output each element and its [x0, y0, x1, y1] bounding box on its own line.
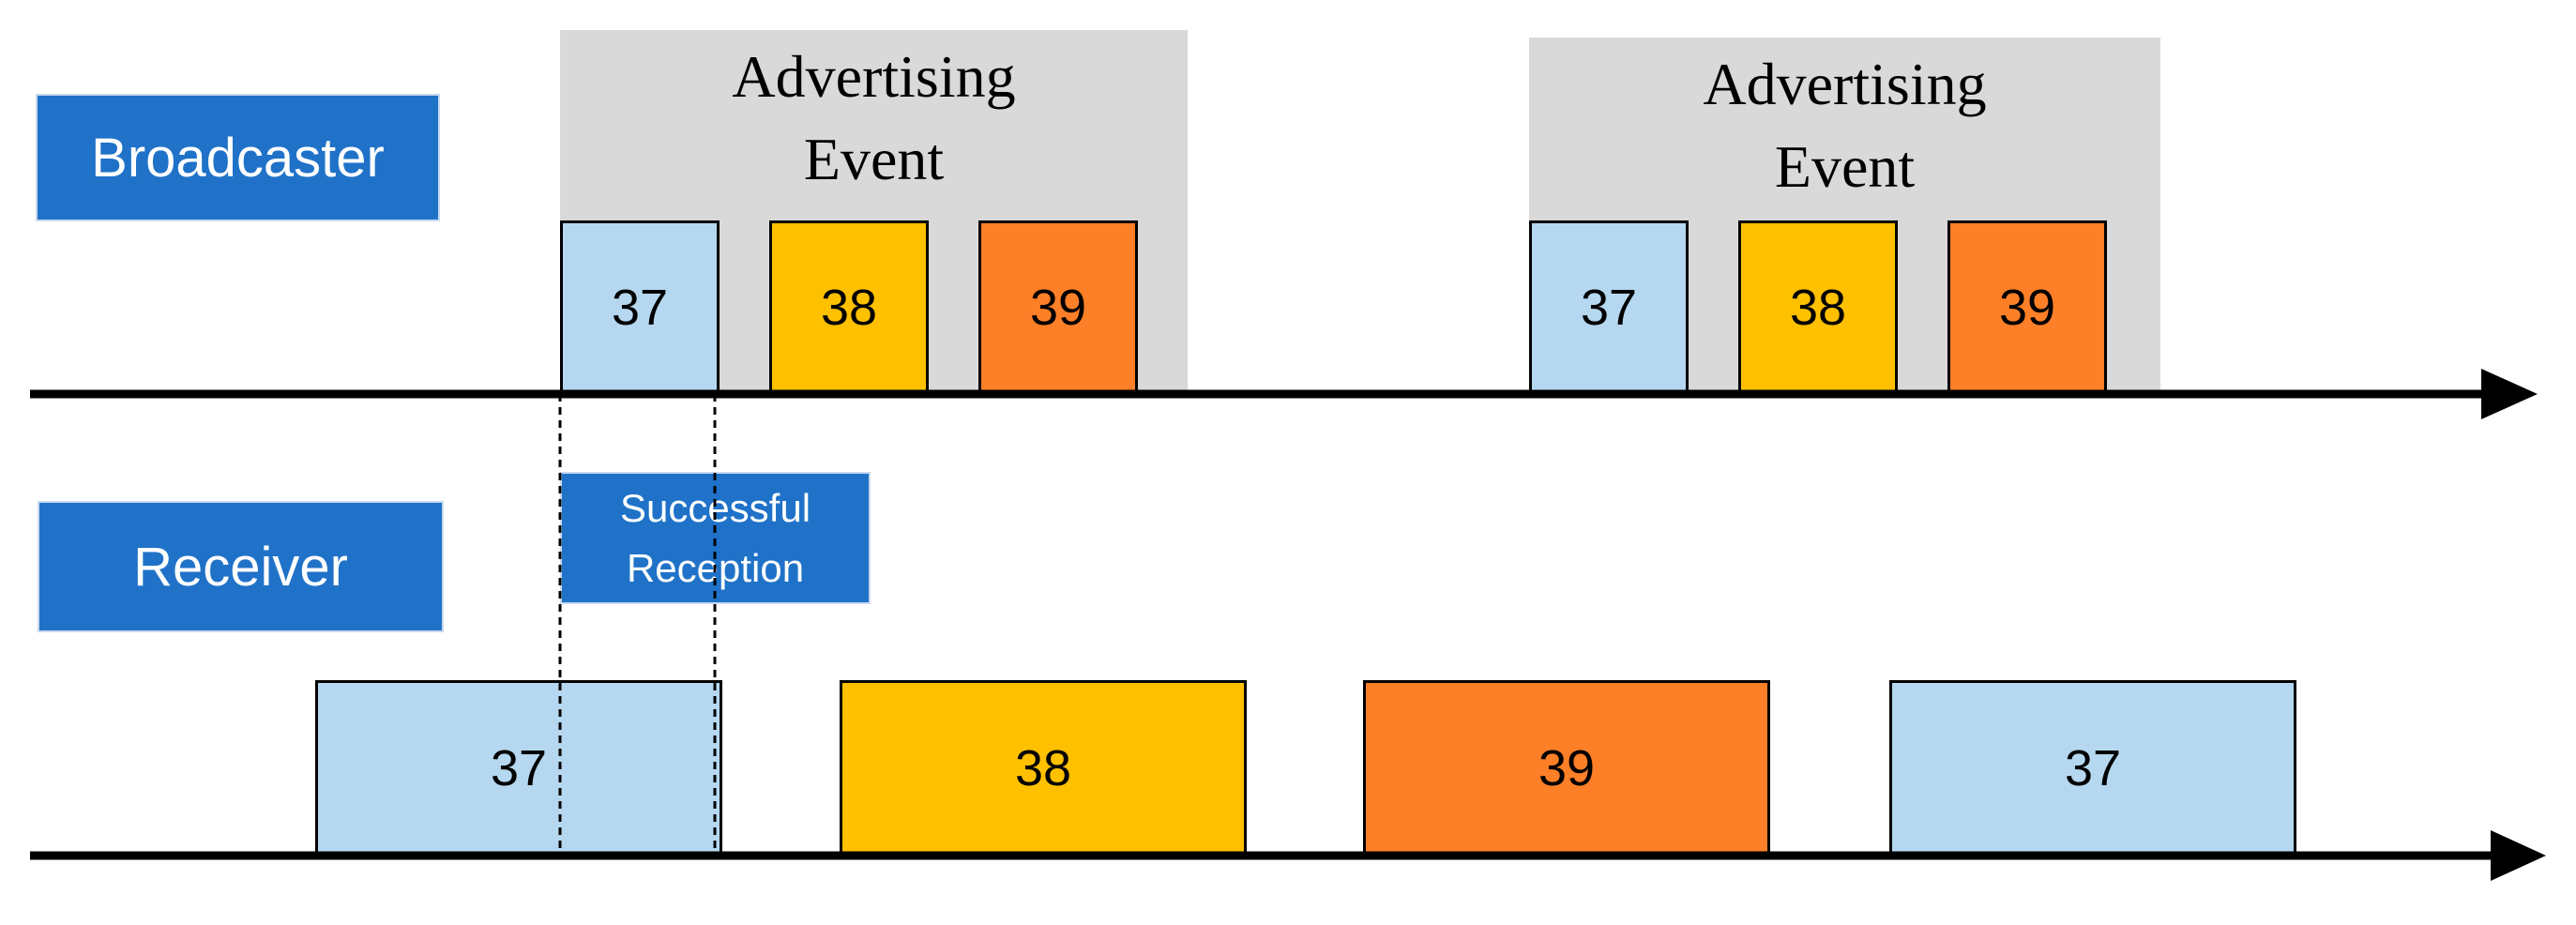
scan-window: 37 [315, 680, 722, 856]
channel-packet: 39 [1947, 220, 2107, 394]
channel-packet: 37 [560, 220, 720, 394]
scan-window: 38 [840, 680, 1247, 856]
event-title: Advertising Event [732, 43, 1016, 192]
axis-arrow [2481, 369, 2538, 419]
channel-packet: 37 [1529, 220, 1689, 394]
reception-note: Successful Reception [560, 472, 871, 604]
broadcaster-label: Broadcaster [36, 94, 440, 221]
receiver-label: Receiver [38, 501, 444, 632]
axis-arrow [2491, 830, 2546, 881]
event-title: Advertising Event [1703, 51, 1987, 200]
channel-packet: 38 [769, 220, 929, 394]
scan-window: 39 [1363, 680, 1770, 856]
scan-window: 37 [1889, 680, 2296, 856]
channel-packet: 38 [1738, 220, 1898, 394]
channel-packet: 39 [978, 220, 1138, 394]
